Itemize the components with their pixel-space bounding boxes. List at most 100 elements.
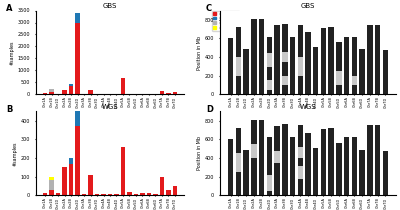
Text: D: D [206,105,213,114]
Bar [101,194,106,195]
Bar [43,193,47,195]
Title: WGS: WGS [300,104,316,110]
Bar [88,175,93,195]
Legend: >= 25Mb, >= 50Mb, >= 100Mb, >= 300Mb: >= 25Mb, >= 50Mb, >= 100Mb, >= 300Mb [212,10,238,31]
Bar [375,125,380,195]
Bar [228,38,234,94]
Bar [108,194,112,195]
Bar [290,137,295,195]
Bar [69,86,73,94]
Bar [259,19,264,94]
Bar [75,22,80,94]
Bar [267,137,272,195]
Y-axis label: Position in Mb: Position in Mb [196,136,202,170]
Bar [236,128,241,195]
Bar [228,139,234,195]
Bar [49,177,54,180]
Bar [166,190,171,195]
Bar [313,148,318,195]
Bar [352,37,357,94]
Bar [121,147,125,195]
Bar [75,111,80,126]
Bar [75,13,80,22]
Bar [69,164,73,195]
Bar [134,194,138,195]
Title: WGS: WGS [102,104,118,110]
Bar [267,52,272,67]
Bar [360,49,365,94]
Bar [49,180,54,190]
Bar [82,194,86,195]
Bar [236,57,241,76]
Bar [251,19,256,94]
Bar [298,166,303,178]
Bar [360,150,365,195]
Bar [267,175,272,191]
Title: GBS: GBS [301,3,315,9]
Bar [298,57,303,76]
Bar [305,133,311,195]
Bar [321,129,326,195]
Bar [75,126,80,195]
Bar [121,78,125,94]
Bar [88,90,93,94]
Bar [298,147,303,158]
Bar [244,150,249,195]
Bar [114,194,119,195]
Bar [382,151,388,195]
Bar [274,151,280,163]
Bar [282,52,288,62]
Y-axis label: Position in Mb: Position in Mb [196,35,202,70]
Bar [382,50,388,94]
Bar [173,92,177,94]
Bar [160,91,164,94]
Y-axis label: #samples: #samples [12,141,18,165]
Bar [274,25,280,94]
Bar [166,93,171,94]
Bar [140,193,145,195]
Bar [274,126,280,195]
Bar [367,25,372,94]
Bar [328,128,334,195]
Bar [173,186,177,195]
Bar [127,192,132,195]
Bar [282,76,288,85]
Bar [298,125,303,195]
Bar [328,27,334,94]
Bar [298,25,303,94]
Bar [375,25,380,94]
Bar [95,194,99,195]
Bar [147,193,151,195]
Bar [236,27,241,94]
Bar [49,89,54,92]
Bar [49,92,54,94]
Bar [267,37,272,94]
Title: GBS: GBS [103,3,117,9]
Bar [56,193,60,195]
Bar [352,76,357,85]
Bar [153,194,158,195]
Bar [313,47,318,94]
Bar [282,24,288,94]
Bar [69,84,73,86]
Bar [352,137,357,195]
Bar [160,177,164,195]
Text: C: C [206,4,212,13]
Bar [236,153,241,172]
Bar [251,120,256,195]
Bar [49,190,54,195]
Bar [69,158,73,164]
Bar [290,37,295,94]
Bar [244,49,249,94]
Bar [336,42,342,94]
Bar [344,37,349,94]
Text: A: A [6,4,13,13]
Bar [367,125,372,195]
Bar [305,32,311,95]
Bar [251,144,256,158]
Y-axis label: #samples: #samples [10,40,14,65]
Bar [62,167,67,195]
Bar [336,143,342,195]
Bar [344,137,349,195]
Bar [336,71,342,85]
